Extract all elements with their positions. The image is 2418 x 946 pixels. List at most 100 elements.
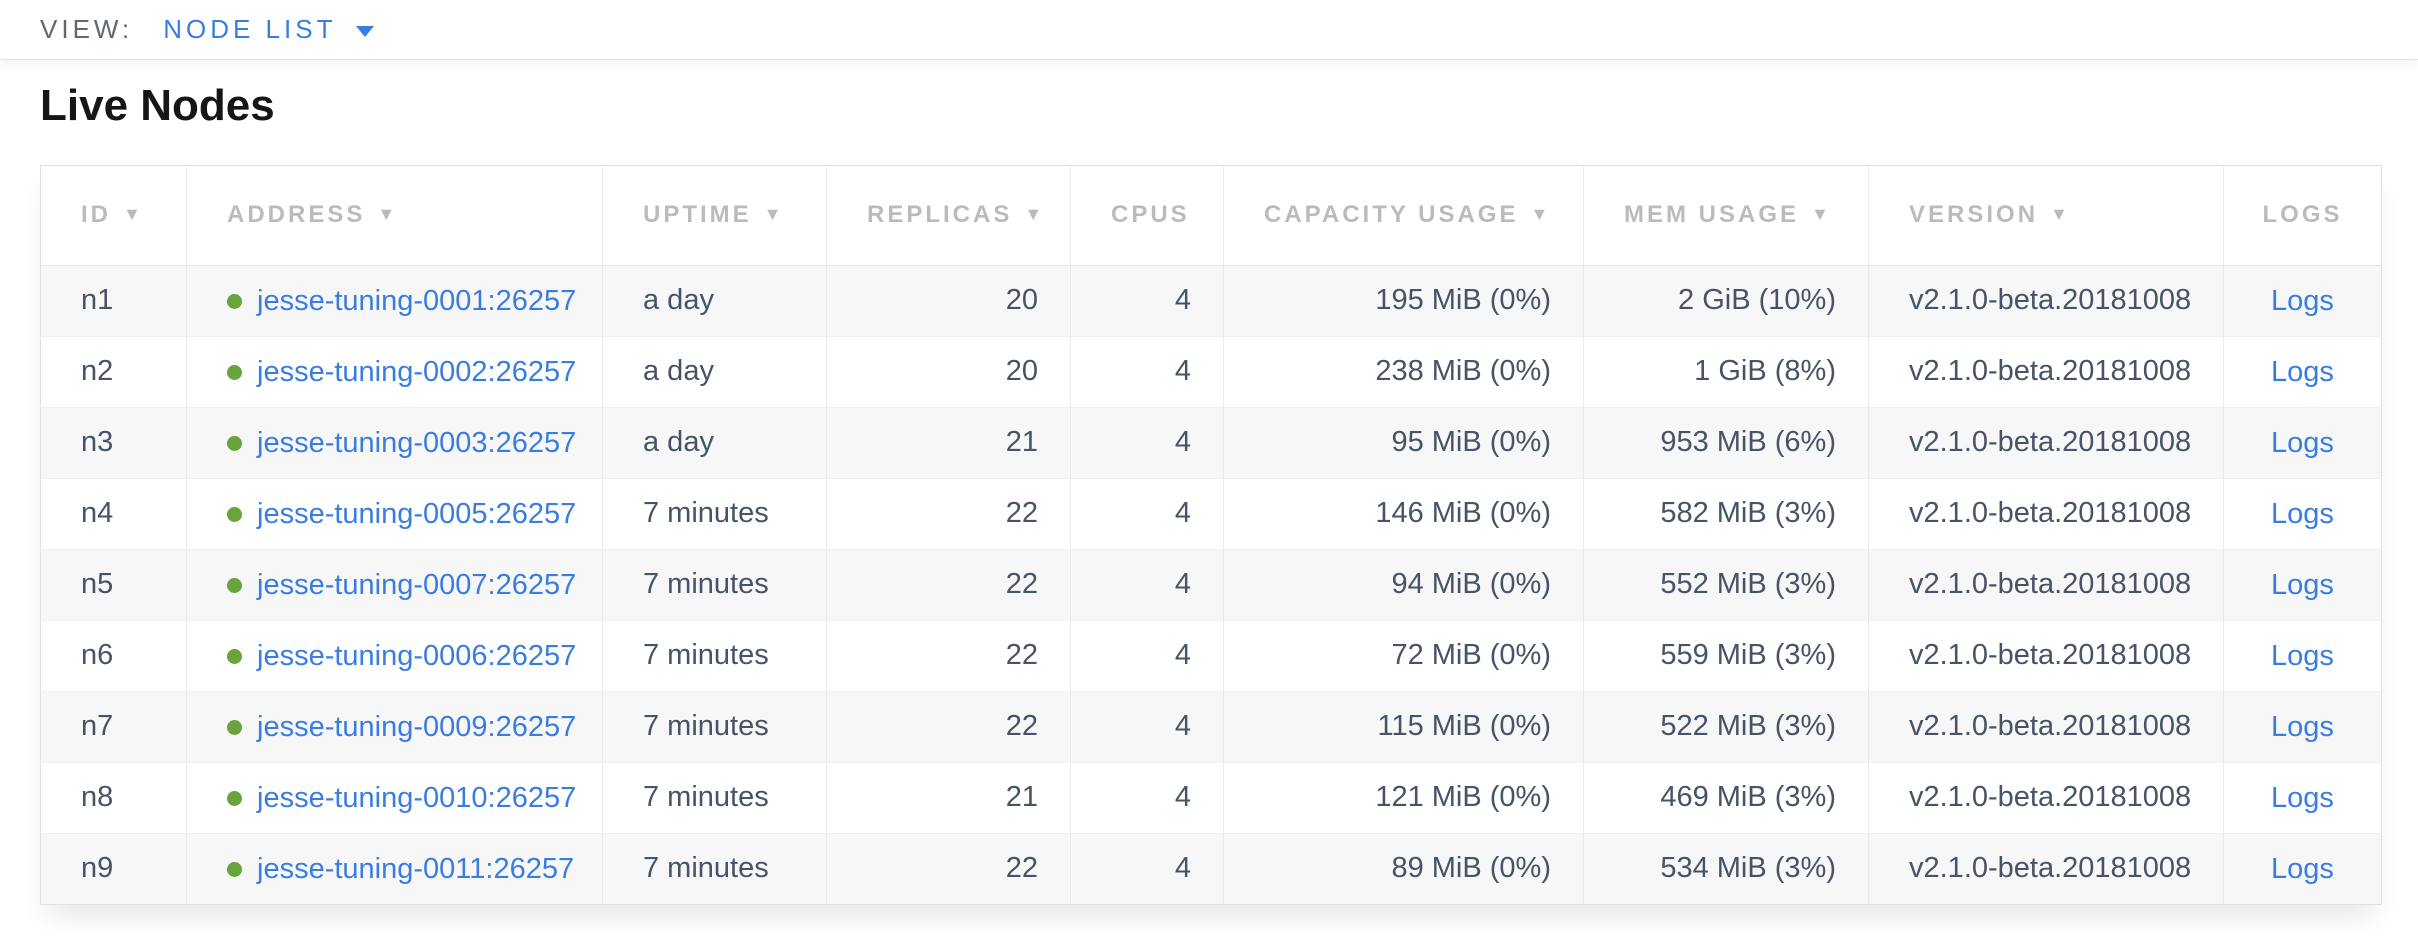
node-uptime-cell: 7 minutes <box>602 619 827 692</box>
node-mem-usage-cell: 552 MiB (3%) <box>1583 548 1869 621</box>
column-header-uptime[interactable]: UPTIME ▼ <box>602 165 827 266</box>
node-address-cell: jesse-tuning-0002:26257 <box>186 335 603 408</box>
node-cpus-cell: 4 <box>1070 335 1224 408</box>
node-logs-cell: Logs <box>2223 619 2382 692</box>
column-header-id[interactable]: ID ▼ <box>40 165 187 266</box>
sort-descending-icon: ▼ <box>1530 204 1552 225</box>
node-logs-cell: Logs <box>2224 265 2382 336</box>
chevron-down-icon <box>356 25 375 37</box>
table-row: n8 jesse-tuning-0010:26257 7 minutes 21 … <box>40 761 2382 834</box>
node-logs-link[interactable]: Logs <box>2271 710 2334 743</box>
node-cpus-cell: 4 <box>1070 832 1224 905</box>
node-logs-link[interactable]: Logs <box>2271 426 2334 459</box>
sort-descending-icon: ▼ <box>1811 204 1832 225</box>
node-logs-cell: Logs <box>2223 690 2382 763</box>
node-capacity-usage-cell: 95 MiB (0%) <box>1223 406 1584 479</box>
node-mem-usage-cell: 953 MiB (6%) <box>1583 406 1869 479</box>
node-logs-cell: Logs <box>2223 335 2382 408</box>
view-label: VIEW: <box>40 14 134 44</box>
node-version-cell: v2.1.0-beta.20181008 <box>1868 265 2224 337</box>
sort-descending-icon: ▼ <box>2050 204 2071 225</box>
node-uptime-cell: 7 minutes <box>602 832 827 905</box>
node-cpus-cell: 4 <box>1070 265 1224 337</box>
node-replicas-cell: 21 <box>826 761 1071 834</box>
sort-descending-icon: ▼ <box>123 204 144 225</box>
node-uptime-cell: 7 minutes <box>602 690 827 763</box>
node-live-status-icon <box>227 577 242 593</box>
node-logs-cell: Logs <box>2223 548 2382 621</box>
table-row: n7 jesse-tuning-0009:26257 7 minutes 22 … <box>40 690 2382 763</box>
node-uptime-cell: 7 minutes <box>602 761 827 834</box>
node-address-cell: jesse-tuning-0003:26257 <box>186 406 603 479</box>
node-address-link[interactable]: jesse-tuning-0002:26257 <box>257 355 577 388</box>
node-logs-link[interactable]: Logs <box>2271 497 2334 530</box>
node-live-status-icon <box>227 648 242 664</box>
node-address-link[interactable]: jesse-tuning-0009:26257 <box>257 710 577 743</box>
node-address-cell: jesse-tuning-0011:26257 <box>186 832 603 905</box>
column-label: ADDRESS <box>227 201 366 229</box>
column-label: LOGS <box>2262 201 2343 229</box>
node-replicas-cell: 21 <box>826 406 1071 479</box>
node-cpus-cell: 4 <box>1070 406 1224 479</box>
column-label: ID <box>81 201 111 229</box>
node-address-link[interactable]: jesse-tuning-0001:26257 <box>257 284 577 317</box>
node-address-cell: jesse-tuning-0010:26257 <box>186 761 603 834</box>
node-capacity-usage-cell: 121 MiB (0%) <box>1223 761 1584 834</box>
node-uptime-cell: a day <box>602 335 827 408</box>
node-mem-usage-cell: 522 MiB (3%) <box>1583 690 1869 763</box>
node-replicas-cell: 22 <box>826 832 1071 905</box>
node-uptime-cell: a day <box>602 406 827 479</box>
node-logs-link[interactable]: Logs <box>2271 284 2334 317</box>
node-address-link[interactable]: jesse-tuning-0007:26257 <box>257 568 577 601</box>
node-id-cell: n9 <box>40 832 187 905</box>
node-live-status-icon <box>227 364 242 380</box>
column-label: CAPACITY USAGE <box>1264 201 1519 229</box>
table-row: n4 jesse-tuning-0005:26257 7 minutes 22 … <box>40 477 2382 550</box>
table-row: n2 jesse-tuning-0002:26257 a day 20 4 23… <box>40 335 2382 408</box>
node-address-link[interactable]: jesse-tuning-0010:26257 <box>257 781 577 814</box>
node-logs-link[interactable]: Logs <box>2271 568 2334 601</box>
column-header-mem[interactable]: MEM USAGE ▼ <box>1583 165 1869 266</box>
node-logs-link[interactable]: Logs <box>2271 781 2334 814</box>
node-replicas-cell: 22 <box>826 690 1071 763</box>
view-selected-value: NODE LIST <box>163 14 337 44</box>
table-row: n9 jesse-tuning-0011:26257 7 minutes 22 … <box>40 832 2382 905</box>
view-selector-dropdown[interactable]: NODE LIST <box>163 14 375 45</box>
node-replicas-cell: 20 <box>826 265 1071 337</box>
node-replicas-cell: 22 <box>826 619 1071 692</box>
column-header-logs: LOGS <box>2223 165 2382 266</box>
node-capacity-usage-cell: 195 MiB (0%) <box>1223 265 1584 337</box>
node-mem-usage-cell: 469 MiB (3%) <box>1583 761 1869 834</box>
node-id-cell: n1 <box>40 265 187 337</box>
node-logs-link[interactable]: Logs <box>2271 355 2334 388</box>
node-uptime-cell: a day <box>602 265 827 337</box>
node-id-cell: n7 <box>40 690 187 763</box>
node-replicas-cell: 20 <box>826 335 1071 408</box>
node-cpus-cell: 4 <box>1070 548 1224 621</box>
node-address-cell: jesse-tuning-0005:26257 <box>186 477 603 550</box>
node-capacity-usage-cell: 115 MiB (0%) <box>1223 690 1584 763</box>
node-live-status-icon <box>227 435 242 451</box>
node-logs-link[interactable]: Logs <box>2271 639 2334 672</box>
node-mem-usage-cell: 559 MiB (3%) <box>1583 619 1869 692</box>
node-id-cell: n6 <box>40 619 187 692</box>
node-replicas-cell: 22 <box>826 477 1071 550</box>
column-label: REPLICAS <box>867 201 1013 229</box>
column-header-replicas[interactable]: REPLICAS ▼ <box>826 165 1071 266</box>
column-header-address[interactable]: ADDRESS ▼ <box>186 165 603 266</box>
page-title: Live Nodes <box>40 81 275 130</box>
node-version-cell: v2.1.0-beta.20181008 <box>1868 548 2224 621</box>
column-header-version[interactable]: VERSION ▼ <box>1868 165 2224 266</box>
node-logs-link[interactable]: Logs <box>2271 852 2334 885</box>
node-address-link[interactable]: jesse-tuning-0003:26257 <box>257 426 577 459</box>
column-label: UPTIME <box>643 201 752 229</box>
node-mem-usage-cell: 534 MiB (3%) <box>1583 832 1869 905</box>
node-id-cell: n5 <box>40 548 187 621</box>
node-address-link[interactable]: jesse-tuning-0005:26257 <box>257 497 577 530</box>
node-live-status-icon <box>227 861 242 877</box>
node-address-link[interactable]: jesse-tuning-0006:26257 <box>257 639 577 672</box>
column-header-capacity[interactable]: CAPACITY USAGE ▼ <box>1223 165 1584 266</box>
node-address-link[interactable]: jesse-tuning-0011:26257 <box>257 852 575 885</box>
sort-descending-icon: ▼ <box>1024 204 1046 225</box>
column-label: VERSION <box>1909 201 2039 229</box>
